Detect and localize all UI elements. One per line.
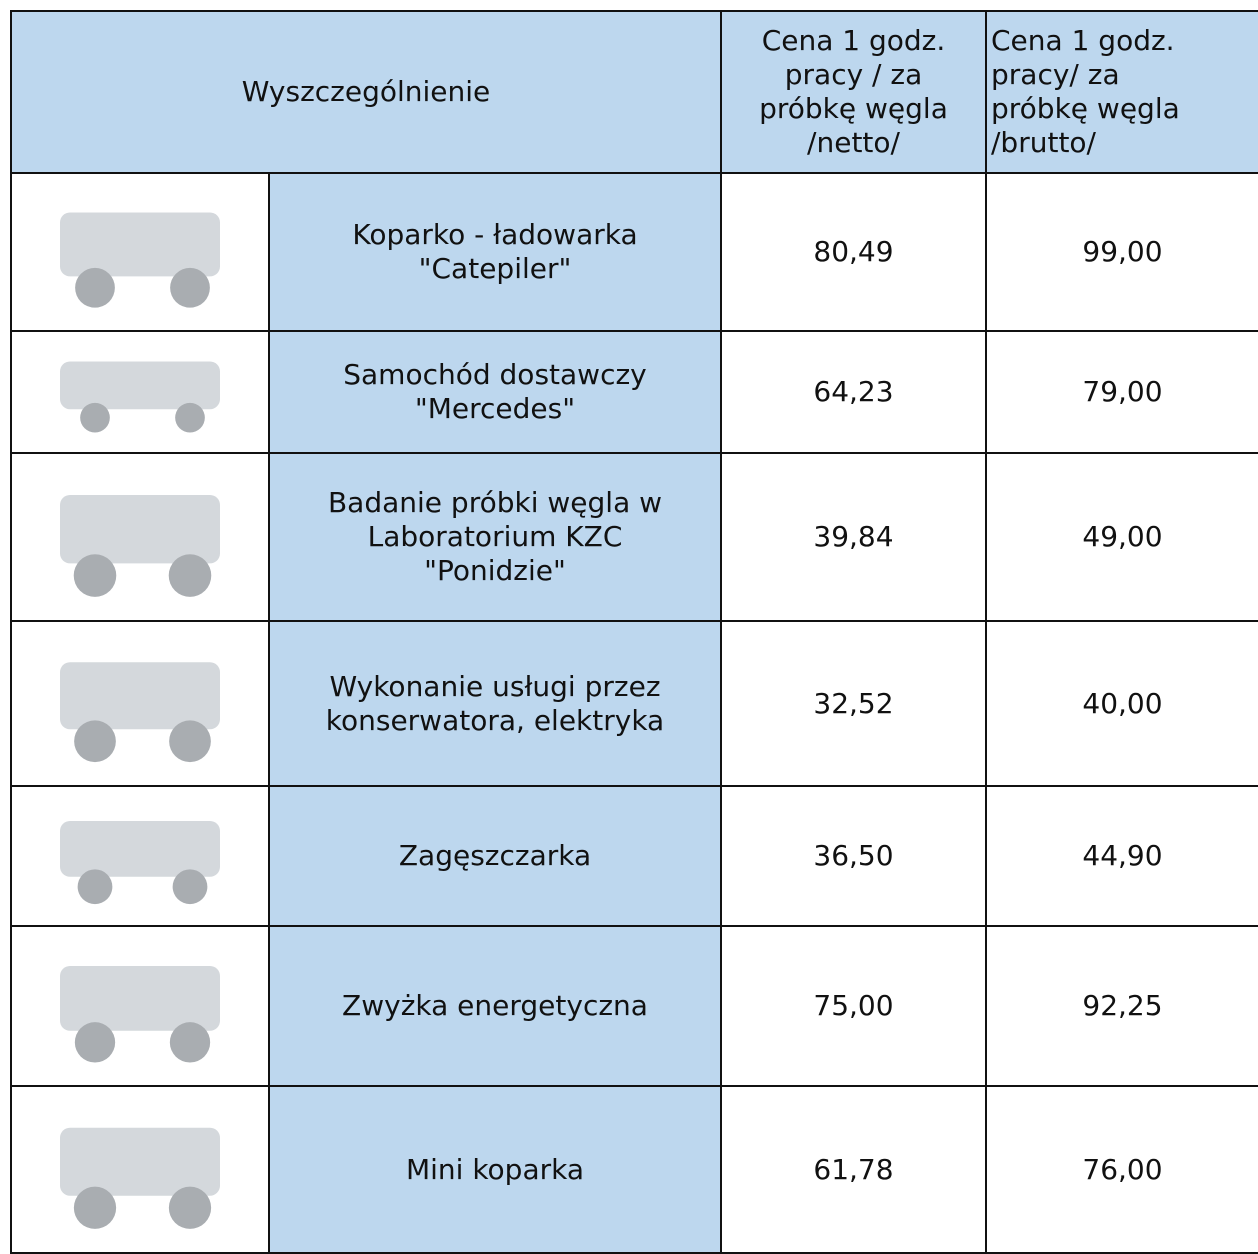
- text-line: "Ponidzie": [270, 554, 720, 588]
- image-cell: [11, 1086, 269, 1253]
- price-netto: 64,23: [721, 331, 986, 453]
- price-netto: 75,00: [721, 926, 986, 1086]
- header-description: Wyszczególnienie: [11, 11, 721, 173]
- equipment-image: [30, 335, 250, 441]
- price-netto: 61,78: [721, 1086, 986, 1253]
- price-brutto: 44,90: [986, 786, 1258, 926]
- text-line: pracy / za: [722, 58, 985, 92]
- equipment-image: [30, 177, 250, 319]
- equipment-name: Koparko - ładowarka"Catepiler": [269, 173, 721, 331]
- text-line: Cena 1 godz.: [722, 24, 985, 58]
- equipment-name: Samochód dostawczy"Mercedes": [269, 331, 721, 453]
- equipment-name: Mini koparka: [269, 1086, 721, 1253]
- equipment-name: Zagęszczarka: [269, 786, 721, 926]
- price-brutto: 76,00: [986, 1086, 1258, 1253]
- image-cell: [11, 926, 269, 1086]
- text-line: Zwyżka energetyczna: [270, 989, 720, 1023]
- text-line: "Catepiler": [270, 252, 720, 286]
- text-line: Cena 1 godz.: [991, 24, 1258, 58]
- text-line: próbkę węgla: [722, 92, 985, 126]
- text-line: "Mercedes": [270, 392, 720, 426]
- text-line: Mini koparka: [270, 1153, 720, 1187]
- image-cell: [11, 621, 269, 786]
- text-line: Wykonanie usługi przez: [270, 670, 720, 704]
- text-line: próbkę węgla: [991, 92, 1258, 126]
- text-line: Koparko - ładowarka: [270, 218, 720, 252]
- price-netto: 32,52: [721, 621, 986, 786]
- price-brutto: 40,00: [986, 621, 1258, 786]
- text-line: Laboratorium KZC: [270, 520, 720, 554]
- equipment-image: [30, 1090, 250, 1241]
- image-cell: [11, 453, 269, 621]
- equipment-image: [30, 625, 250, 774]
- price-netto: 80,49: [721, 173, 986, 331]
- equipment-image: [30, 457, 250, 609]
- text-line: /netto/: [722, 126, 985, 160]
- price-brutto: 49,00: [986, 453, 1258, 621]
- image-cell: [11, 173, 269, 331]
- image-cell: [11, 331, 269, 453]
- text-line: /brutto/: [991, 126, 1258, 160]
- price-brutto: 92,25: [986, 926, 1258, 1086]
- equipment-image: [30, 790, 250, 914]
- text-line: pracy/ za: [991, 58, 1258, 92]
- price-brutto: 79,00: [986, 331, 1258, 453]
- equipment-image: [30, 930, 250, 1074]
- text-line: Badanie próbki węgla w: [270, 486, 720, 520]
- equipment-name: Zwyżka energetyczna: [269, 926, 721, 1086]
- text-line: Samochód dostawczy: [270, 358, 720, 392]
- page: Wyszczególnienie Cena 1 godz.pracy / zap…: [0, 0, 1258, 1252]
- price-netto: 39,84: [721, 453, 986, 621]
- text-line: Zagęszczarka: [270, 839, 720, 873]
- price-netto: 36,50: [721, 786, 986, 926]
- text-line: konserwatora, elektryka: [270, 704, 720, 738]
- image-cell: [11, 786, 269, 926]
- price-brutto: 99,00: [986, 173, 1258, 331]
